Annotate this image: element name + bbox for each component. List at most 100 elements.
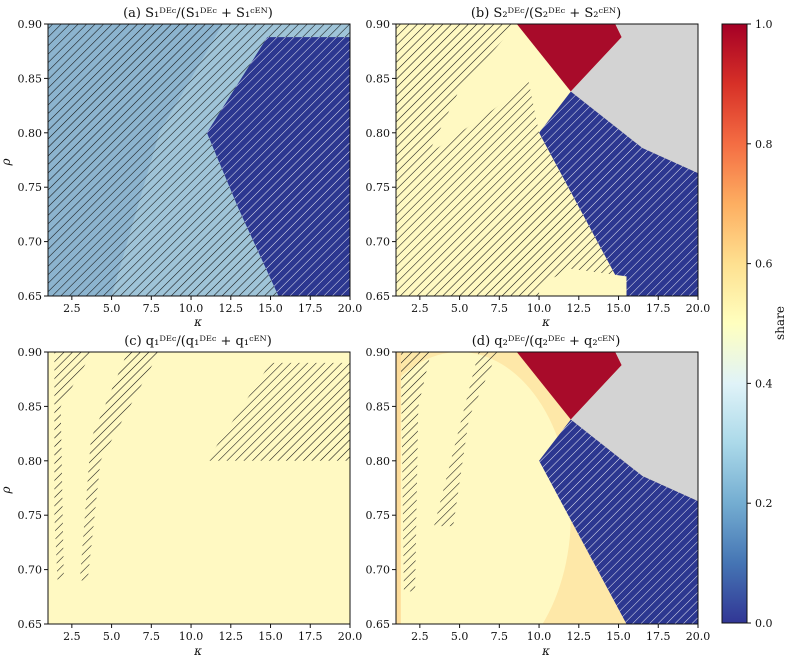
panel-d: (d) q₂ᴰᴱᶜ/(q₂ᴰᴱᶜ + q₂ᶜᴱᴺ) 2.5 5.0 7.5 10.0 1… [366,334,711,658]
y-tick-label: 0.80 [366,127,391,140]
x-tick-label: 15.0 [258,302,283,315]
x-tick-label: 7.5 [143,302,161,315]
x-tick-label: 15.0 [258,630,283,643]
x-tick-label: 15.0 [606,302,631,315]
y-tick-label: 0.70 [366,564,391,577]
y-tick-label: 0.85 [366,400,391,413]
y-tick-label: 0.65 [18,290,43,303]
y-tick-label: 0.85 [18,400,43,413]
panel-d-plot: 2.5 5.0 7.5 10.0 12.5 15.0 17.5 20.0 0.65 0.70 0.7… [366,346,711,643]
colorbar-gradient [721,23,748,624]
region-top-right [570,24,698,174]
x-tick-label: 12.5 [219,302,244,315]
hatch-middle [396,24,627,296]
x-tick-label: 12.5 [567,302,592,315]
colorbar-tick-label: 0.0 [755,617,773,630]
panel-c-title: (c) q₁ᴰᴱᶜ/(q₁ᴰᴱᶜ + q₁ᶜᴱᴺ) [124,334,272,349]
x-tick-label: 20.0 [686,302,711,315]
panel-c-ylabel: ρ [0,486,13,494]
y-tick-label: 0.85 [366,72,391,85]
x-tick-label: 17.5 [646,302,671,315]
x-tick-label: 2.5 [411,302,429,315]
region-top-middle [516,24,622,92]
panel-b-title: (b) S₂ᴰᴱᶜ/(S₂ᴰᴱᶜ + S₂ᶜᴱᴺ) [471,6,621,21]
y-tick-label: 0.90 [18,346,43,359]
y-tick-label: 0.65 [18,618,43,631]
x-tick-label: 7.5 [143,630,161,643]
hatch-right [206,37,350,296]
x-tick-label: 12.5 [219,630,244,643]
hatch-strip-1 [54,352,93,581]
x-tick-label: 5.0 [103,302,121,315]
plot-area [48,24,350,296]
axes-frame [395,23,699,297]
region-upper-left [427,24,547,155]
x-tick-label: 20.0 [338,302,363,315]
x-tick-label: 10.0 [179,302,204,315]
panel-a: (a) S₁ᴰᴱᶜ/(S₁ᴰᴱᶜ + S₁ᶜᴱᴺ) 2.5 5.0 7.5 10.0 1… [0,6,362,329]
region-edge [396,352,401,624]
panel-a-title: (a) S₁ᴰᴱᶜ/(S₁ᴰᴱᶜ + S₁ᶜᴱᴺ) [123,6,273,21]
axes-frame [395,351,699,625]
plot-area [396,352,698,624]
region-top-right [570,352,698,502]
hatch-strip-1 [400,352,431,592]
panel-d-title: (d) q₂ᴰᴱᶜ/(q₂ᴰᴱᶜ + q₂ᶜᴱᴺ) [472,334,621,349]
axes-frame [47,23,351,297]
y-tick-label: 0.70 [18,236,43,249]
hatch-strip-2 [79,352,160,581]
colorbar: 0.0 0.2 0.4 0.6 0.8 1.0 share [721,18,787,630]
y-tick-label: 0.65 [366,618,391,631]
panel-a-ylabel: ρ [0,158,13,166]
y-tick-label: 0.75 [18,181,43,194]
y-tick-label: 0.70 [366,236,391,249]
y-tick-label: 0.75 [18,509,43,522]
x-tick-label: 17.5 [298,302,323,315]
panel-c-xlabel: κ [193,644,202,658]
x-tick-label: 5.0 [451,630,469,643]
colorbar-tick-label: 0.4 [755,377,773,390]
panel-a-xlabel: κ [193,315,202,329]
plot-area [48,352,350,624]
x-tick-label: 15.0 [606,630,631,643]
hatch-right [539,91,698,296]
hatch-right [539,419,698,624]
x-tick-label: 2.5 [411,630,429,643]
colorbar-tick-label: 0.8 [755,138,773,151]
x-tick-label: 10.0 [527,302,552,315]
y-tick-label: 0.80 [18,455,43,468]
colorbar-tick-label: 1.0 [755,18,773,31]
axes-frame [47,351,351,625]
region-inner-ellipse [396,352,571,624]
y-tick-label: 0.90 [366,346,391,359]
panel-b: (b) S₂ᴰᴱᶜ/(S₂ᴰᴱᶜ + S₂ᶜᴱᴺ) 2.5 5.0 7.5 10.0 1… [366,6,711,329]
panel-c-plot: 2.5 5.0 7.5 10.0 12.5 15.0 17.5 20.0 0.65 0.70 0.7… [18,346,363,643]
y-tick-label: 0.75 [366,509,391,522]
colorbar-ticks: 0.0 0.2 0.4 0.6 0.8 1.0 [747,18,773,630]
x-tick-label: 7.5 [491,630,509,643]
x-tick-label: 5.0 [103,630,121,643]
panel-c: (c) q₁ᴰᴱᶜ/(q₁ᴰᴱᶜ + q₁ᶜᴱᴺ) 2.5 5.0 7.5 10.0 1… [0,334,362,658]
panel-b-xlabel: κ [541,315,550,329]
x-tick-label: 10.0 [527,630,552,643]
y-tick-label: 0.80 [18,127,43,140]
x-tick-label: 5.0 [451,302,469,315]
x-tick-label: 17.5 [646,630,671,643]
panel-a-plot: 2.5 5.0 7.5 10.0 12.5 15.0 17.5 20.0 0.65 0.70 0.7… [18,18,363,315]
x-tick-label: 7.5 [491,302,509,315]
x-tick-label: 12.5 [567,630,592,643]
y-tick-label: 0.85 [18,72,43,85]
colorbar-label: share [773,306,787,340]
x-tick-label: 20.0 [686,630,711,643]
region-lower-bubble [539,268,627,296]
y-tick-label: 0.90 [18,18,43,31]
y-tick-label: 0.70 [18,564,43,577]
y-tick-label: 0.80 [366,455,391,468]
y-tick-label: 0.75 [366,181,391,194]
hatch-strip-2 [434,352,498,527]
colorbar-tick-label: 0.2 [755,497,773,510]
x-tick-label: 20.0 [338,630,363,643]
colorbar-tick-label: 0.6 [755,258,773,271]
panel-d-xlabel: κ [541,644,550,658]
